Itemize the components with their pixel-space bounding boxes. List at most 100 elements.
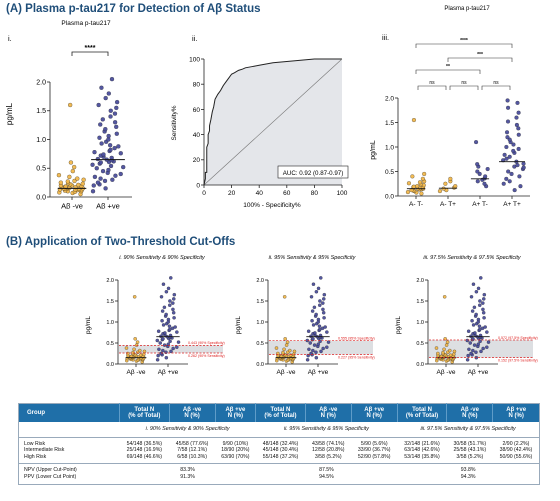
col-group: Group (18, 403, 120, 422)
data-point (91, 183, 96, 188)
data-point (274, 346, 279, 350)
data-point (420, 176, 425, 181)
data-point (325, 345, 329, 349)
data-point (452, 352, 456, 357)
data-point (171, 311, 176, 315)
data-point (161, 282, 166, 286)
data-point (171, 307, 175, 312)
table-cell: 48/148 (32.4%) 45/148 (30.4%) 55/148 (37… (262, 440, 299, 460)
x-axis: A- T- A- T+ A+ T- A+ T+ (398, 195, 530, 208)
x-tick-label: Aβ -ve (277, 369, 296, 376)
roc-curve (203, 58, 342, 186)
x-tick-label: 60 (283, 190, 291, 197)
data-point (67, 174, 72, 180)
chart-title: Plasma p-tau217 (61, 20, 111, 27)
data-point (164, 312, 168, 317)
data-point (100, 117, 105, 122)
data-point (509, 171, 514, 177)
y-axis-label: pg/mL (395, 316, 402, 334)
cutoff-label: 0.443 (90% Specificity) (188, 341, 225, 345)
y-tick-label: 0.0 (256, 362, 264, 368)
data-point (121, 164, 126, 170)
data-point (318, 299, 322, 303)
data-point (514, 115, 519, 120)
data-point (68, 102, 73, 108)
data-point (475, 162, 480, 167)
bracket-label: ns (493, 80, 499, 86)
data-point (448, 353, 453, 357)
data-point (476, 286, 481, 291)
data-point (478, 339, 482, 344)
data-point (316, 317, 321, 322)
data-point (326, 340, 331, 344)
data-point (167, 327, 172, 332)
data-point (56, 172, 62, 178)
table-row-risk: Low Risk Intermediate Risk High Risk 54/… (19, 437, 540, 464)
data-point (515, 100, 520, 105)
data-point (160, 318, 164, 323)
x-tick-label: 80 (311, 190, 319, 197)
data-point (471, 337, 475, 341)
data-point (312, 305, 317, 310)
data-point (114, 124, 119, 129)
data-point (175, 345, 179, 349)
data-point (443, 337, 447, 341)
y-tick-label: 0.5 (385, 169, 394, 176)
data-point (321, 307, 325, 312)
data-point (474, 312, 478, 317)
y-tick-label: 100 (189, 56, 200, 63)
threshold-plot: 0.0 0.5 1.0 1.5 2.0 0.443 (90% Specificity) 0.… (106, 276, 225, 376)
data-point (444, 343, 449, 347)
data-point (309, 295, 314, 299)
data-point (65, 179, 70, 184)
y-tick-label: 0.0 (36, 194, 46, 201)
cutoff-label: 0.572 (97.5% Specificity) (498, 336, 538, 340)
data-point (318, 339, 322, 344)
cutoff-label: 0.152 (97.5% Sensitivity) (498, 359, 538, 363)
data-point (436, 351, 440, 356)
data-point (321, 301, 325, 305)
data-point (98, 160, 103, 165)
data-point (155, 358, 160, 362)
data-point (76, 182, 81, 188)
x-tick-label: Aβ -ve (61, 202, 83, 210)
bracket-line (71, 51, 109, 56)
data-point (452, 349, 457, 354)
x-tick-label: A+ T+ (503, 201, 521, 208)
data-point (507, 179, 512, 184)
data-point (476, 317, 481, 322)
data-point (102, 178, 108, 184)
data-point (515, 163, 520, 168)
data-point (132, 295, 137, 299)
data-point (126, 351, 130, 356)
panel-label: ii. (192, 34, 197, 43)
data-point (483, 174, 488, 179)
data-point (434, 346, 439, 350)
data-point (318, 303, 322, 307)
data-point (167, 324, 172, 328)
table-cell: 43/58 (74.1%) 12/58 (20.8%) 3/58 (5.2%) (311, 440, 345, 460)
bracket-line (449, 85, 479, 90)
data-point (472, 343, 477, 347)
data-point (504, 156, 509, 161)
y-tick-label: 0.0 (385, 193, 394, 200)
data-point (481, 346, 485, 351)
data-point (99, 85, 104, 90)
chart-title: Plasma p-tau217 (444, 6, 490, 12)
bracket-label: **** (460, 38, 468, 44)
data-point (469, 295, 474, 299)
bracket-label: ** (446, 64, 450, 70)
ppv-label: PPV (Lower Cut Point) (24, 473, 77, 480)
data-point (481, 307, 485, 312)
x-tick-label: Aβ +ve (158, 369, 179, 376)
bracket-line (415, 69, 481, 74)
data-point (417, 180, 423, 185)
table-cell: 54/148 (36.5%) 25/148 (16.9%) 69/148 (46… (126, 440, 163, 460)
table-cell: 2/90 (2.2%) 38/90 (42.4%) 50/90 (55.6%) (499, 440, 533, 460)
col-neg-3: Aβ -ve N (%) (446, 403, 494, 422)
data-point (517, 174, 522, 179)
npv-ppv-1: 83.3% 91.3% (119, 463, 256, 485)
y-tick-label: 20 (193, 157, 201, 164)
data-point (110, 177, 115, 182)
data-points (405, 98, 526, 196)
